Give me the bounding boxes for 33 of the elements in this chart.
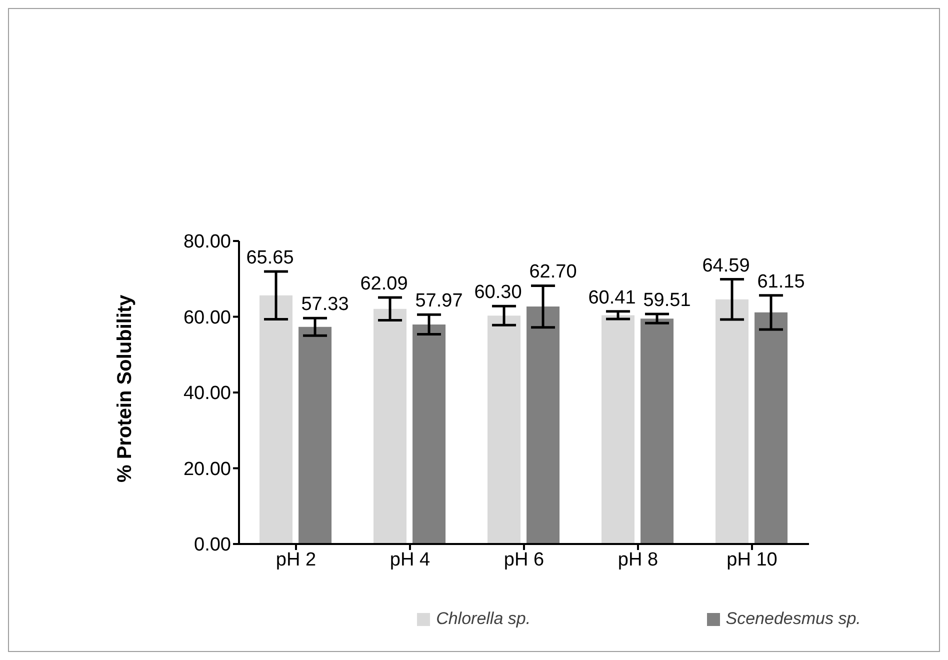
bar [488,316,521,544]
data-label: 62.70 [529,262,577,283]
data-label: 64.59 [702,255,750,276]
legend-label: Scenedesmus sp. [724,609,861,629]
bar [374,308,407,544]
y-tick-label: 0.00 [194,534,231,556]
y-tick-label: 80.00 [183,232,231,253]
data-label: 59.51 [643,290,691,312]
bar [602,315,635,544]
x-tick-label: pH 2 [276,549,316,570]
data-label: 60.30 [474,282,522,304]
y-tick-label: 20.00 [183,458,231,480]
bar [716,299,749,544]
bar [412,324,446,544]
data-label: 57.33 [301,294,349,316]
y-tick-label: 40.00 [183,383,231,404]
bar [260,295,293,544]
bar [640,318,674,544]
data-label: 65.65 [246,247,294,268]
x-tick-label: pH 6 [504,549,544,570]
x-tick-label: pH 4 [390,549,430,570]
y-tick-label: 60.00 [183,307,231,328]
data-label: 62.09 [360,273,408,294]
data-label: 57.97 [415,290,463,312]
data-label: 60.41 [588,287,636,308]
bar [754,312,788,544]
bar [298,326,332,544]
y-axis-title: % Protein Solubility [114,294,136,482]
x-tick-label: pH 8 [618,549,658,570]
bar [526,306,560,544]
x-tick-label: pH 10 [726,549,778,570]
legend-label: Chlorella sp. [435,609,531,629]
data-label: 61.15 [757,271,805,292]
